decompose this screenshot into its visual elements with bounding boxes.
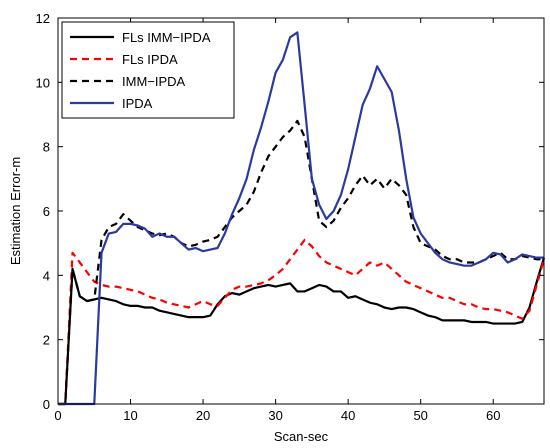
legend-label-1: FLs IMM−IPDA (122, 30, 211, 45)
x-tick-label: 30 (268, 408, 282, 423)
x-tick-label: 20 (196, 408, 210, 423)
y-tick-label: 0 (43, 397, 50, 412)
y-tick-label: 6 (43, 204, 50, 219)
x-axis-label: Scan-sec (274, 429, 329, 444)
y-tick-label: 4 (43, 268, 50, 283)
series-line-3 (58, 119, 544, 406)
series-layer (58, 31, 546, 406)
x-tick-label: 60 (486, 408, 500, 423)
legend-label-2: FLs IPDA (122, 52, 178, 67)
x-tick-label: 10 (123, 408, 137, 423)
axis-ticks: 0 10 20 30 40 50 60 0 2 4 6 8 10 12 (36, 11, 545, 423)
y-axis-label: Estimation Error-m (8, 157, 23, 265)
series-line-4 (58, 31, 544, 406)
series-line-1 (58, 257, 546, 406)
y-tick-label: 2 (43, 333, 50, 348)
legend: FLs IMM−IPDA FLs IPDA IMM−IPDA IPDA (61, 21, 235, 119)
y-tick-label: 8 (43, 140, 50, 155)
y-tick-label: 10 (36, 75, 50, 90)
x-tick-label: 0 (54, 408, 61, 423)
y-tick-label: 12 (36, 11, 50, 26)
x-tick-label: 50 (413, 408, 427, 423)
legend-label-3: IMM−IPDA (122, 74, 186, 89)
series-line-2 (58, 238, 546, 406)
legend-label-4: IPDA (122, 96, 153, 111)
x-tick-label: 40 (341, 408, 355, 423)
